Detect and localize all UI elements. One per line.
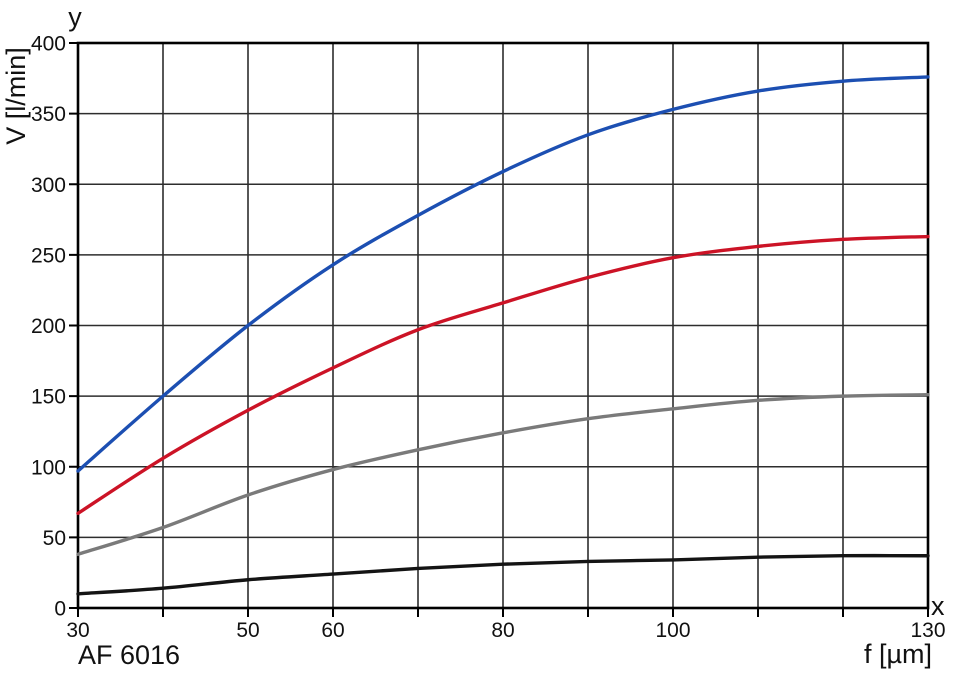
curve-red [76,234,930,516]
y-tick-label: 0 [54,598,66,621]
x-axis-title: f [µm] [863,639,932,669]
tick-labels: 0 50 100 150 200 250 300 350 400 30 50 60 80 100 130 [31,33,946,643]
chart-annotation: AF 6016 [78,640,181,670]
y-axis-title: V [l/min] [1,47,31,145]
x-tick-label: 80 [491,619,514,642]
x-axis-symbol: x [931,591,945,621]
curve-blue [76,75,930,473]
y-tick-label: 200 [31,315,66,338]
curves [76,75,930,596]
x-tick-label: 100 [655,619,690,642]
x-tick-label: 60 [321,619,344,642]
curve-black [76,553,930,596]
y-tick-label: 250 [31,244,66,267]
y-tick-label: 300 [31,174,66,197]
x-tick-label: 50 [236,619,259,642]
y-tick-label: 150 [31,386,66,409]
y-tick-label: 350 [31,103,66,126]
y-tick-label: 50 [43,527,66,550]
plot-border [76,41,930,610]
x-tick-label: 30 [66,619,89,642]
gridlines [77,42,929,609]
x-tick-label: 130 [910,619,945,642]
y-axis-symbol: y [68,2,82,32]
y-tick-label: 400 [31,33,66,56]
y-tick-label: 100 [31,456,66,479]
tick-marks [69,42,929,617]
curve-gray [76,393,930,557]
